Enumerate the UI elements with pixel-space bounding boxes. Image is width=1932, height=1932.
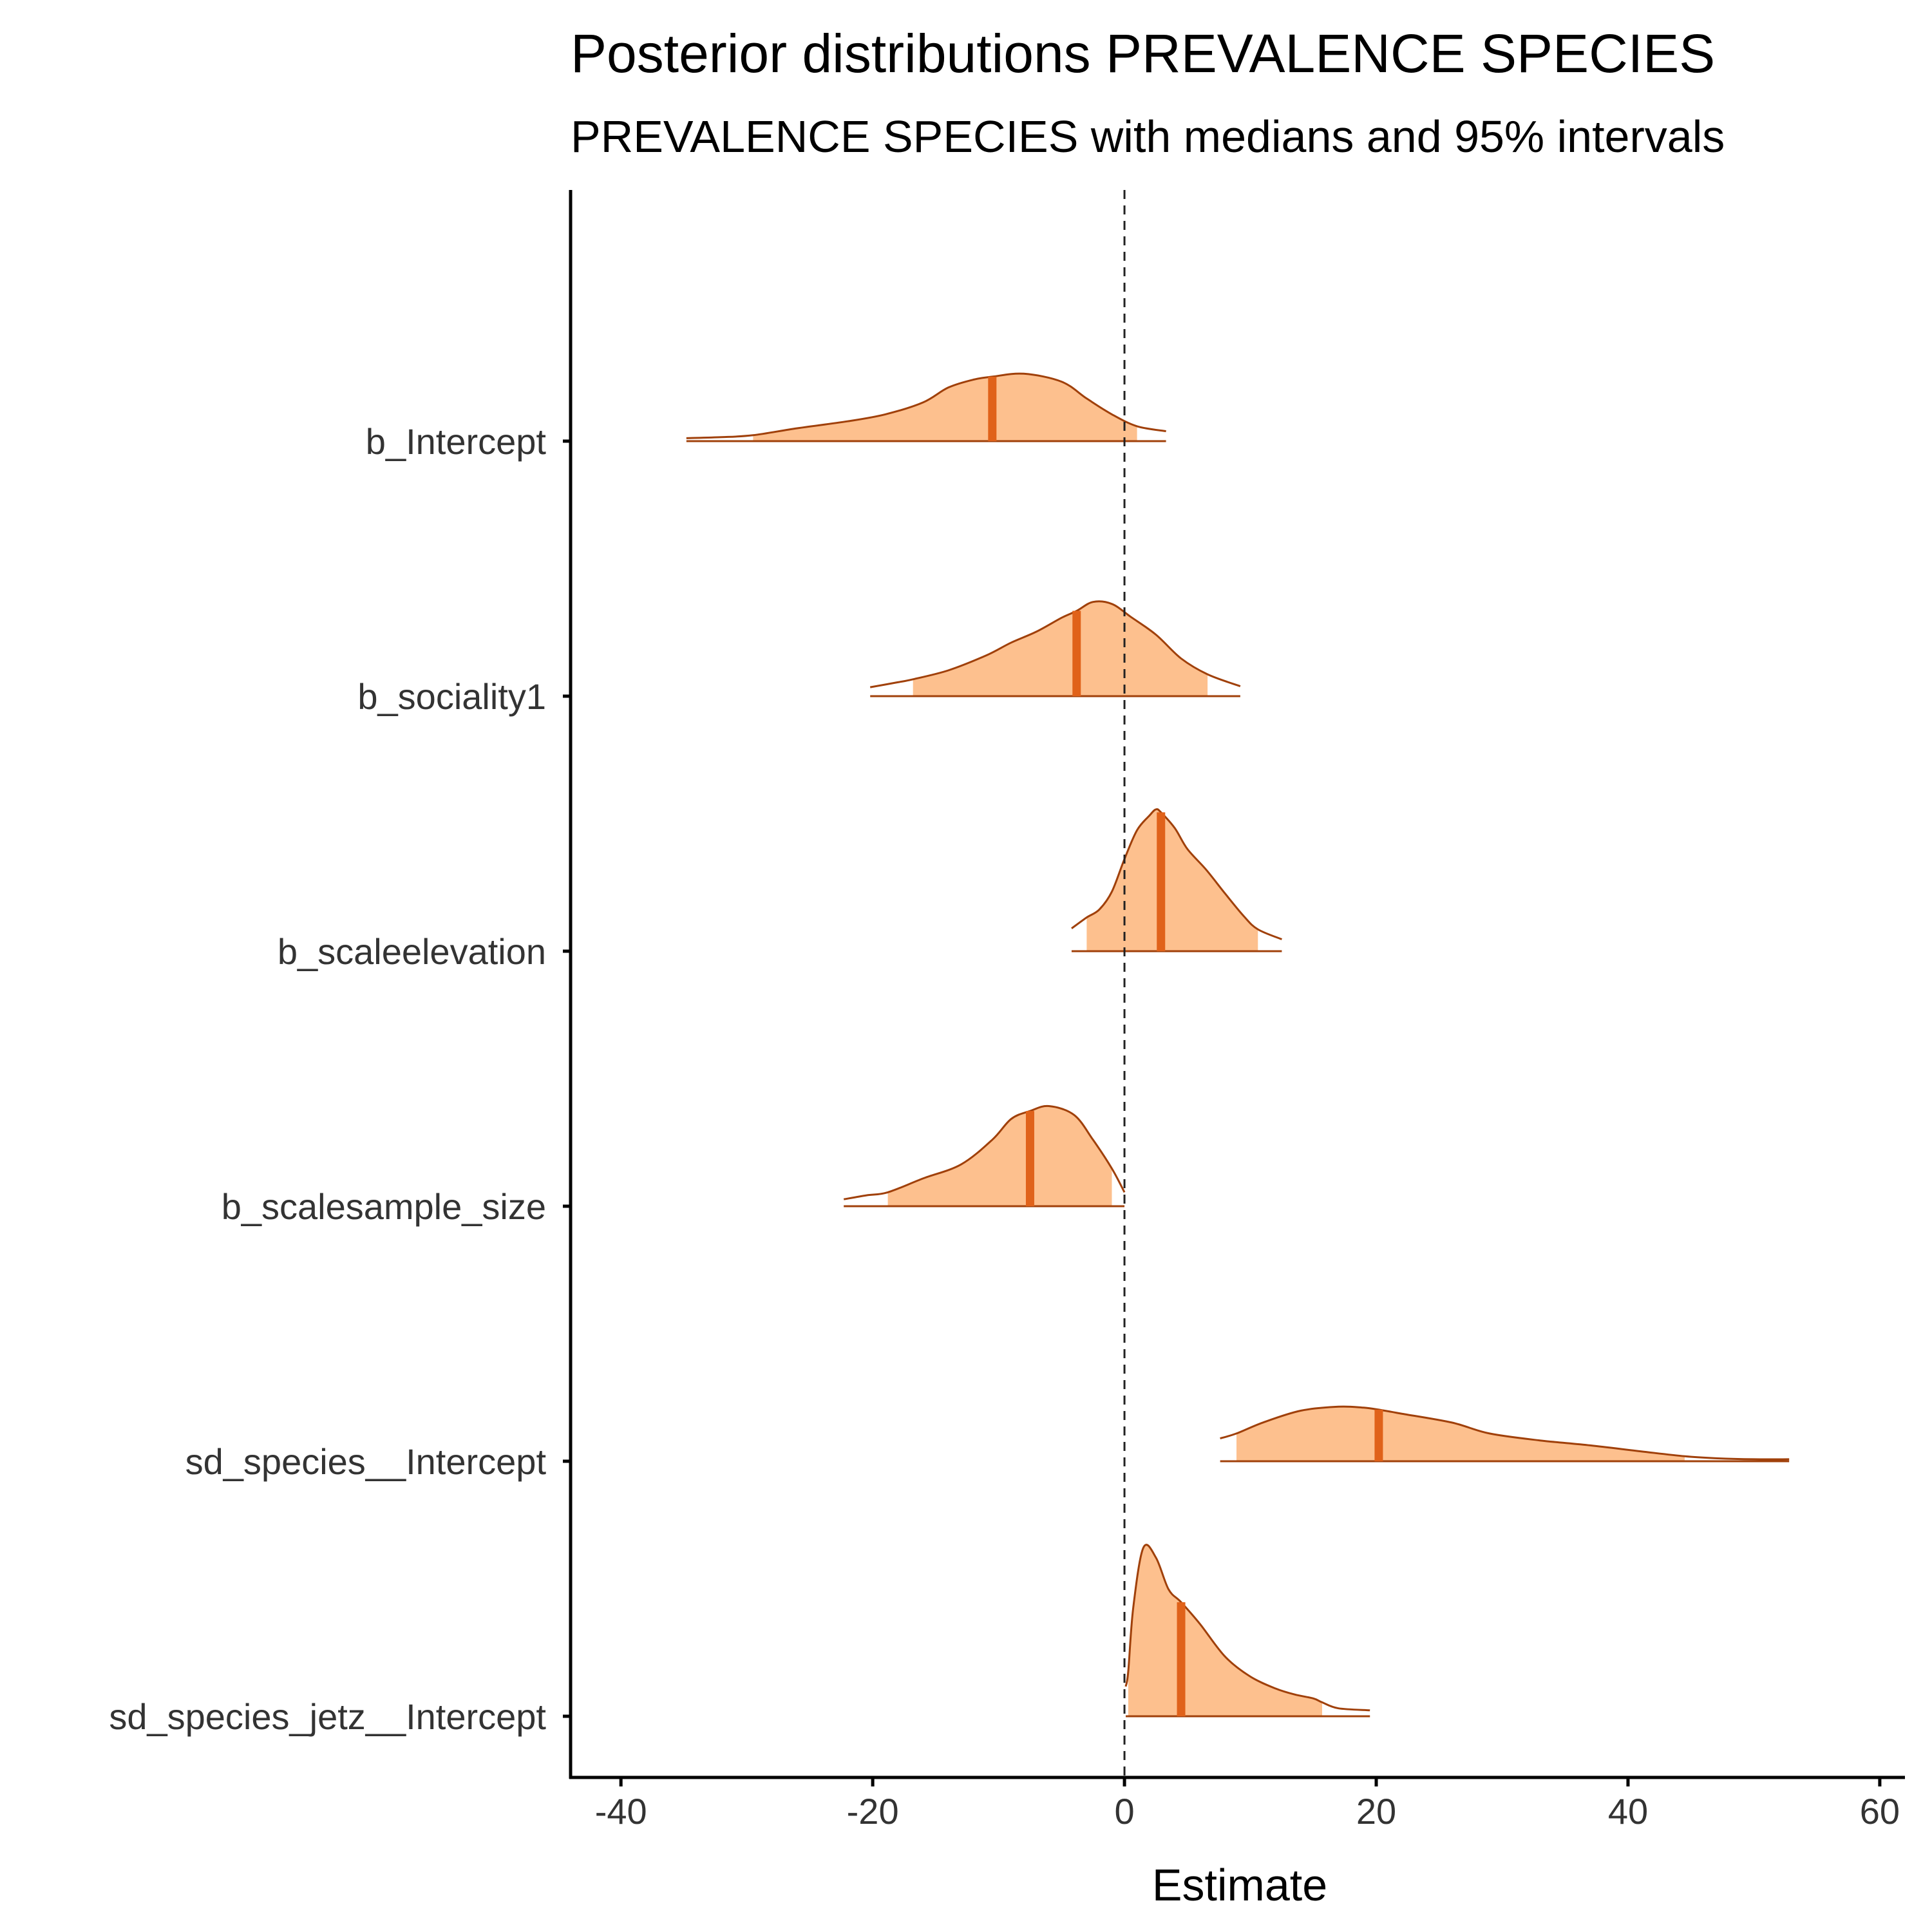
x-tick-label: -40 <box>595 1791 647 1832</box>
density-curve-sd_species__Intercept <box>1220 1405 1790 1461</box>
y-tick-label: b_scaleelevation <box>278 931 546 972</box>
density-curve-b_sociality1 <box>869 600 1241 688</box>
y-tick-label: b_sociality1 <box>357 676 546 717</box>
interval-area-b_Intercept <box>753 374 1137 441</box>
x-axis-ticks: -40 -20 0 20 40 60 <box>595 1777 1900 1832</box>
interval-area-b_sociality1 <box>913 601 1208 696</box>
y-tick-label: b_scalesample_size <box>222 1186 546 1227</box>
ridge-sd_species__Intercept <box>1220 1405 1790 1463</box>
y-tick-label: sd_species__Intercept <box>185 1441 547 1482</box>
interval-area-b_scalesample_size <box>887 1106 1112 1206</box>
ridge-b_sociality1 <box>869 600 1241 697</box>
chart-title: Posterior distributions PREVALENCE SPECI… <box>571 23 1715 84</box>
ridge-b_Intercept <box>686 372 1166 442</box>
x-tick-label: 40 <box>1608 1791 1648 1832</box>
x-tick-label: 60 <box>1860 1791 1900 1832</box>
x-tick-label: 0 <box>1114 1791 1134 1832</box>
x-axis-title: Estimate <box>1152 1860 1327 1910</box>
density-curve-b_Intercept <box>686 372 1166 439</box>
density-curve-b_scaleelevation <box>1071 808 1282 940</box>
density-curve-b_scalesample_size <box>843 1104 1126 1200</box>
y-tick-label: b_Intercept <box>366 421 547 462</box>
chart-subtitle: PREVALENCE SPECIES with medians and 95% … <box>571 111 1725 162</box>
interval-area-sd_species__Intercept <box>1236 1406 1685 1461</box>
density-curve-sd_species_jetz__Intercept <box>1124 1544 1370 1712</box>
y-axis-labels: b_Intercept b_sociality1 b_scaleelevationb… <box>109 421 571 1737</box>
x-tick-label: 20 <box>1356 1791 1396 1832</box>
interval-area-b_scaleelevation <box>1086 809 1258 951</box>
density-ridges <box>686 372 1790 1718</box>
ridge-b_scalesample_size <box>843 1104 1126 1208</box>
ridge-b_scaleelevation <box>1071 808 1282 952</box>
x-tick-label: -20 <box>847 1791 899 1832</box>
y-tick-label: sd_species_jetz__Intercept <box>109 1696 546 1737</box>
ridge-sd_species_jetz__Intercept <box>1124 1544 1370 1718</box>
interval-area-sd_species_jetz__Intercept <box>1128 1544 1322 1716</box>
